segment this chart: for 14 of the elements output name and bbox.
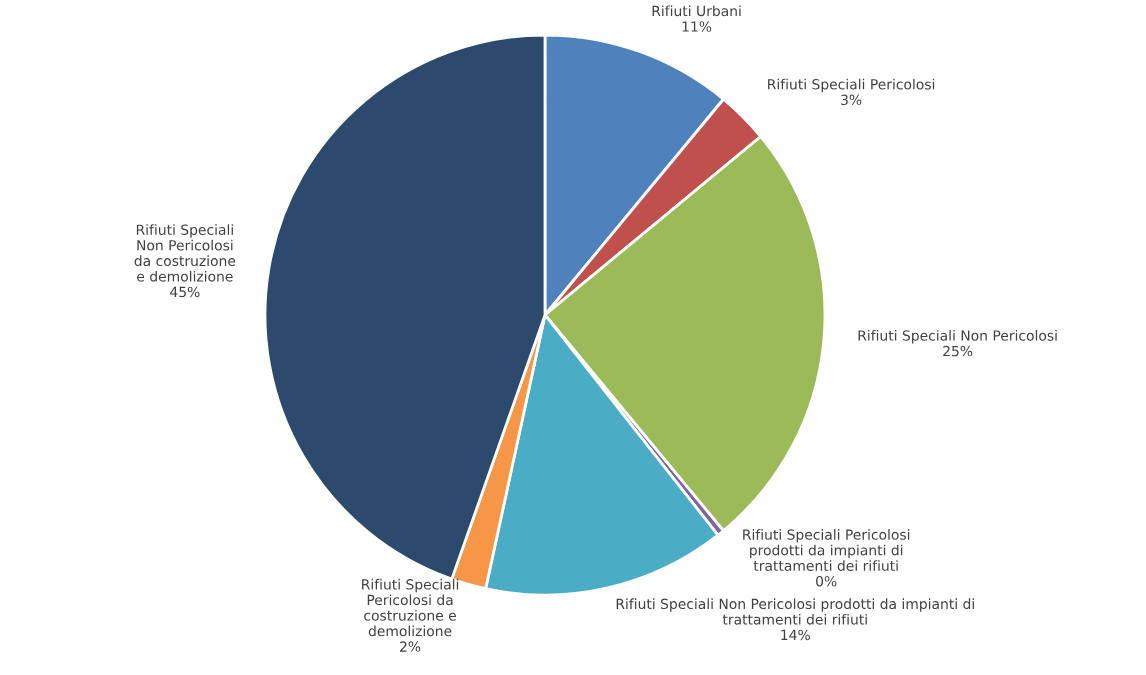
slice-label: Rifiuti Speciali Non Pericolosi da costruzione e demolizione: [134, 224, 236, 282]
slice-label: Rifiuti Speciali Pericolosi prodotti da impianti di trattamenti dei rifiuti: [743, 529, 910, 571]
slice-label: Rifiuti Speciali Pericolosi: [768, 78, 935, 93]
slice-label: Rifiuti Speciali Pericolosi da costruzione e demolizione: [362, 578, 459, 637]
slice-label: Rifiuti Speciali Non Pericolosi prodotti da impianti di trattamenti dei rifiuti: [616, 598, 974, 625]
data-label: 11%: [682, 21, 712, 32]
slice-label: Rifiuti Speciali Non Pericolosi: [858, 330, 1057, 344]
data-label: 25%: [943, 345, 973, 357]
data-label: 3%: [841, 94, 862, 106]
data-label: 45%: [170, 286, 200, 298]
slice-label: Rifiuti Urbani: [652, 5, 741, 17]
data-label: 14%: [781, 629, 810, 641]
data-label: 2%: [400, 641, 421, 652]
data-label: 0%: [816, 575, 837, 587]
